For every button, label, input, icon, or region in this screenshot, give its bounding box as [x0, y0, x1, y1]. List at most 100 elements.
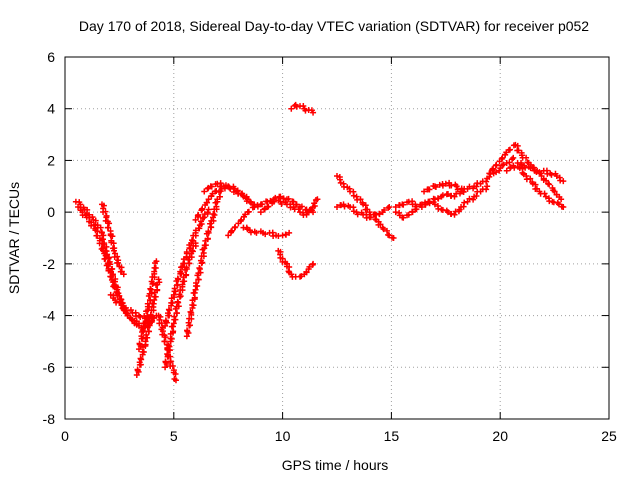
data-point [207, 220, 214, 227]
data-point [426, 186, 433, 193]
data-point [170, 323, 177, 330]
data-point [288, 105, 295, 112]
data-point [270, 198, 277, 205]
x-axis-label: GPS time / hours [282, 457, 389, 473]
data-point [527, 175, 534, 182]
data-point [193, 280, 200, 287]
data-point [460, 188, 467, 195]
data-point [107, 273, 114, 280]
data-point [413, 206, 420, 213]
data-point [265, 203, 272, 210]
data-point [172, 377, 179, 384]
data-point [253, 229, 260, 236]
data-point [146, 319, 153, 326]
data-point [238, 216, 245, 223]
data-point [246, 198, 253, 205]
data-point [490, 165, 497, 172]
data-point [213, 188, 220, 195]
data-point [171, 313, 178, 320]
data-point [383, 227, 390, 234]
data-point [431, 201, 438, 208]
data-point [439, 192, 446, 199]
data-point [354, 211, 361, 218]
data-point [283, 231, 290, 238]
data-point [165, 306, 172, 313]
data-point [195, 211, 202, 218]
y-tick-label: -4 [43, 308, 56, 324]
data-point [122, 304, 129, 311]
data-point [228, 227, 235, 234]
data-point [257, 209, 264, 216]
data-point [213, 203, 220, 210]
data-point [171, 285, 178, 292]
y-tick-label: -2 [43, 256, 56, 272]
data-point [357, 196, 364, 203]
data-point [304, 209, 311, 216]
data-point [165, 342, 172, 349]
data-point [297, 209, 304, 216]
data-point [155, 276, 162, 283]
data-point [392, 209, 399, 216]
data-point [137, 314, 144, 321]
data-point [225, 232, 232, 239]
data-point [259, 201, 266, 208]
data-point [205, 196, 212, 203]
data-point [216, 193, 223, 200]
data-point [239, 190, 246, 197]
data-point [308, 207, 315, 214]
x-tick-label: 20 [492, 428, 508, 444]
data-point [483, 178, 490, 185]
data-point [187, 308, 194, 315]
data-point [204, 235, 211, 242]
data-point [298, 203, 305, 210]
data-point [174, 298, 181, 305]
data-point [146, 328, 153, 335]
data-point [187, 245, 194, 252]
data-point [560, 178, 567, 185]
data-point [290, 198, 297, 205]
data-point [208, 224, 215, 231]
data-point [100, 236, 107, 243]
data-point [367, 214, 374, 221]
data-point [183, 249, 190, 256]
data-point [208, 183, 215, 190]
data-point [158, 320, 165, 327]
data-point [198, 218, 205, 225]
data-point [499, 154, 506, 161]
data-point [426, 200, 433, 207]
data-point [435, 195, 442, 202]
data-point [110, 247, 117, 254]
data-point [536, 169, 543, 176]
data-point [466, 195, 473, 202]
y-tick-label: -8 [43, 411, 56, 427]
data-point [199, 205, 206, 212]
y-axis-label: SDTVAR / TECUs [6, 182, 22, 294]
data-point [523, 154, 530, 161]
data-point [162, 322, 169, 329]
data-point [377, 221, 384, 228]
data-point [511, 164, 518, 171]
data-point [493, 169, 500, 176]
data-point [144, 300, 151, 307]
data-point [336, 176, 343, 183]
data-point [245, 208, 252, 215]
data-point [139, 327, 146, 334]
data-point [510, 154, 517, 161]
data-point [143, 331, 150, 338]
data-point [102, 255, 109, 262]
data-point [162, 358, 169, 365]
data-point [174, 275, 181, 282]
data-point [543, 177, 550, 184]
data-point [124, 307, 131, 314]
data-point [211, 212, 218, 219]
data-point [295, 206, 302, 213]
data-point [551, 188, 558, 195]
data-point [553, 172, 560, 179]
data-point [461, 199, 468, 206]
data-point [453, 183, 460, 190]
data-point [286, 229, 293, 236]
data-point [486, 170, 493, 177]
data-point [503, 167, 510, 174]
